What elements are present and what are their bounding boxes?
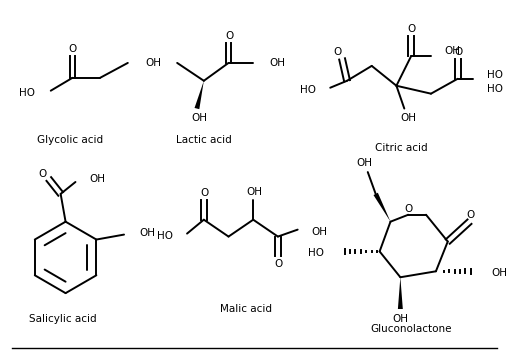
Polygon shape: [373, 193, 391, 222]
Text: OH: OH: [140, 228, 156, 237]
Text: O: O: [404, 204, 412, 214]
Text: HO: HO: [19, 88, 35, 98]
Text: O: O: [333, 47, 342, 57]
Text: Lactic acid: Lactic acid: [176, 135, 232, 145]
Text: O: O: [225, 31, 233, 41]
Text: OH: OH: [191, 113, 207, 123]
Text: OH: OH: [89, 174, 105, 184]
Text: O: O: [407, 24, 415, 34]
Text: Glycolic acid: Glycolic acid: [37, 135, 103, 145]
Text: HO: HO: [487, 70, 503, 80]
Text: HO: HO: [308, 248, 324, 258]
Polygon shape: [398, 277, 403, 309]
Text: O: O: [69, 44, 77, 54]
Text: OH: OH: [311, 227, 328, 237]
Text: OH: OH: [445, 46, 461, 56]
Text: HO: HO: [487, 84, 503, 94]
Text: OH: OH: [491, 268, 507, 278]
Text: O: O: [201, 188, 209, 198]
Text: O: O: [466, 210, 475, 220]
Text: HO: HO: [157, 231, 173, 241]
Text: O: O: [39, 169, 47, 179]
Text: OH: OH: [357, 158, 373, 168]
Polygon shape: [195, 81, 204, 109]
Text: OH: OH: [392, 314, 409, 324]
Text: OH: OH: [145, 58, 162, 68]
Text: O: O: [455, 47, 463, 57]
Text: O: O: [275, 259, 283, 269]
Text: Malic acid: Malic acid: [220, 304, 272, 314]
Text: Citric acid: Citric acid: [375, 143, 428, 153]
Text: OH: OH: [400, 113, 416, 123]
Text: OH: OH: [246, 187, 262, 197]
Text: HO: HO: [301, 85, 316, 95]
Text: Salicylic acid: Salicylic acid: [29, 314, 96, 324]
Text: OH: OH: [269, 58, 285, 68]
Text: Gluconolactone: Gluconolactone: [371, 324, 452, 334]
